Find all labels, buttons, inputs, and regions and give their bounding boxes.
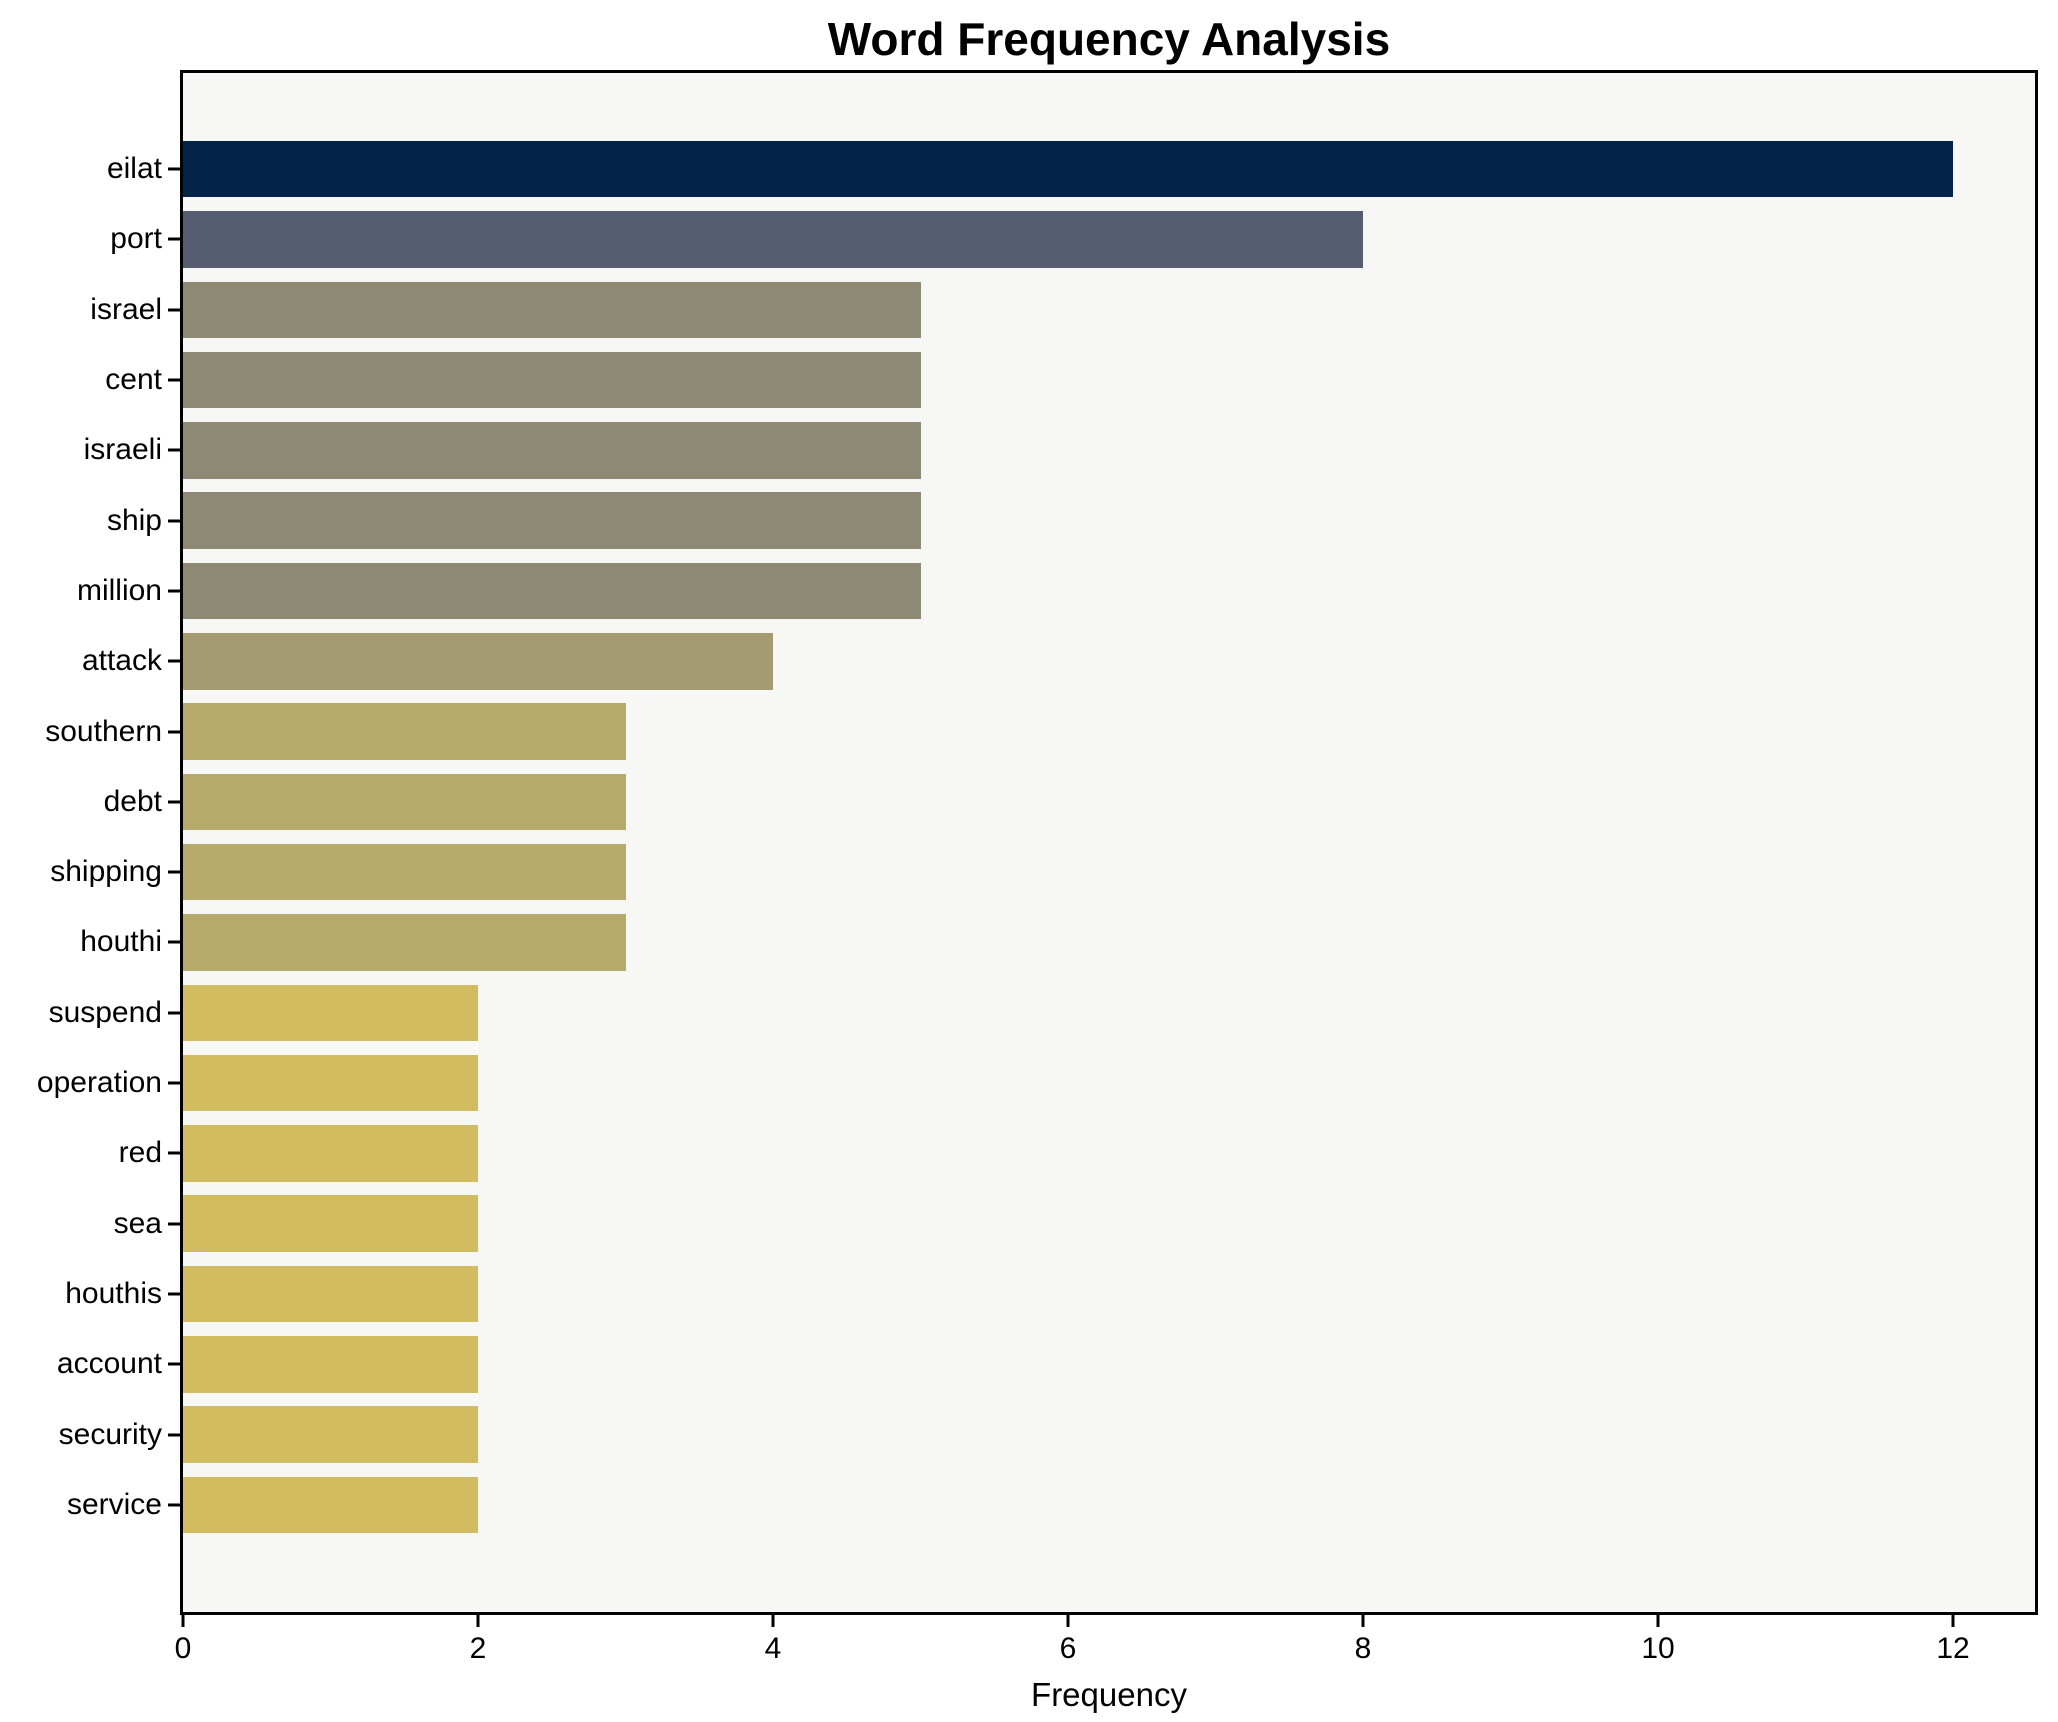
bar-million — [183, 562, 921, 620]
y-tick-mark — [168, 1222, 180, 1226]
bar-attack — [183, 633, 773, 690]
y-tick-label-operation: operation — [36, 1066, 162, 1100]
bar-houthi — [183, 914, 626, 971]
bar-houthis — [183, 1265, 478, 1323]
bar-operation — [183, 1054, 478, 1112]
y-tick-label-houthis: houthis — [65, 1276, 162, 1310]
x-tick-label-4: 4 — [764, 1632, 782, 1665]
x-tick-label-6: 6 — [1059, 1632, 1077, 1665]
bar-suspend — [183, 984, 478, 1041]
y-tick-label-suspend: suspend — [48, 995, 162, 1029]
bar-port — [183, 211, 1363, 268]
bar-debt — [183, 773, 626, 831]
y-tick-label-cent: cent — [105, 363, 162, 397]
x-tick-label-2: 2 — [469, 1632, 487, 1665]
bar-sea — [183, 1195, 478, 1252]
y-tick-label-security: security — [58, 1417, 162, 1451]
bar-eilat — [183, 140, 1953, 198]
x-tick-mark — [1066, 1615, 1070, 1627]
bar-israeli — [183, 422, 921, 479]
y-tick-mark — [168, 1362, 180, 1366]
x-tick-mark — [771, 1615, 775, 1627]
x-axis-label: Frequency — [1031, 1676, 1187, 1713]
bars-layer — [183, 73, 2035, 1612]
plot-area — [180, 70, 2038, 1615]
x-tick-mark — [1361, 1615, 1365, 1627]
y-tick-mark — [168, 940, 180, 944]
x-tick-label-10: 10 — [1641, 1632, 1675, 1665]
y-tick-mark — [168, 308, 180, 312]
bar-red — [183, 1125, 478, 1182]
y-tick-label-southern: southern — [45, 714, 162, 748]
y-tick-mark — [168, 800, 180, 804]
y-tick-mark — [168, 589, 180, 593]
y-tick-label-sea: sea — [113, 1206, 162, 1240]
bar-security — [183, 1406, 478, 1463]
y-tick-mark — [168, 519, 180, 523]
x-tick-label-8: 8 — [1354, 1632, 1372, 1665]
y-tick-mark — [168, 448, 180, 452]
y-tick-label-red: red — [118, 1136, 162, 1170]
y-tick-label-account: account — [56, 1347, 162, 1381]
x-tick-label-0: 0 — [174, 1632, 192, 1665]
y-tick-mark — [168, 378, 180, 382]
chart-title: Word Frequency Analysis — [827, 13, 1391, 65]
x-tick-label-12: 12 — [1936, 1632, 1970, 1665]
y-tick-label-eilat: eilat — [106, 152, 162, 186]
y-tick-label-houthi: houthi — [80, 925, 162, 959]
x-tick-mark — [181, 1615, 185, 1627]
bar-southern — [183, 703, 626, 760]
y-tick-label-debt: debt — [103, 784, 162, 818]
y-tick-mark — [168, 1503, 180, 1507]
y-tick-label-attack: attack — [81, 644, 162, 678]
y-tick-label-million: million — [76, 573, 162, 607]
bar-ship — [183, 492, 921, 549]
y-tick-mark — [168, 1151, 180, 1155]
y-tick-mark — [168, 870, 180, 874]
bar-israel — [183, 281, 921, 338]
y-tick-mark — [168, 1433, 180, 1437]
y-tick-label-ship: ship — [106, 503, 162, 537]
y-tick-label-israeli: israeli — [83, 433, 162, 467]
y-tick-mark — [168, 659, 180, 663]
x-tick-mark — [1656, 1615, 1660, 1627]
y-tick-mark — [168, 1081, 180, 1085]
y-tick-mark — [168, 1292, 180, 1296]
y-tick-mark — [168, 1011, 180, 1015]
bar-account — [183, 1336, 478, 1393]
y-tick-label-port: port — [110, 222, 162, 256]
bar-shipping — [183, 843, 626, 901]
y-tick-label-israel: israel — [90, 292, 162, 326]
y-tick-label-shipping: shipping — [50, 855, 162, 889]
y-tick-label-service: service — [66, 1487, 162, 1521]
x-tick-mark — [476, 1615, 480, 1627]
bar-service — [183, 1476, 478, 1534]
y-tick-mark — [168, 237, 180, 241]
y-tick-mark — [168, 167, 180, 171]
bar-cent — [183, 351, 921, 409]
x-tick-mark — [1951, 1615, 1955, 1627]
y-tick-mark — [168, 730, 180, 734]
